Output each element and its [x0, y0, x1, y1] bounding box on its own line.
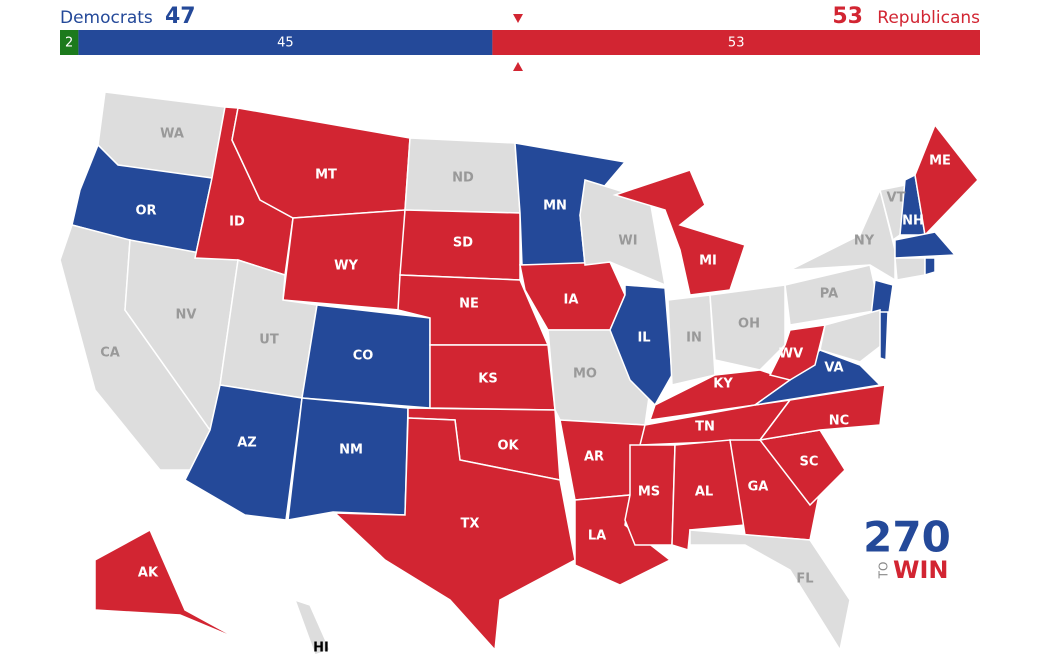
- state-label: VA: [824, 361, 843, 376]
- seat-bar: 2 45 53: [60, 30, 980, 55]
- state-label: MS: [638, 485, 660, 500]
- state-label: ND: [452, 171, 474, 186]
- state-label: WY: [334, 259, 358, 274]
- state-label: IA: [564, 293, 579, 308]
- state-label: AK: [138, 566, 159, 581]
- majority-marker: [513, 14, 523, 23]
- state: [293, 598, 332, 656]
- state-label: WV: [779, 347, 803, 362]
- state-label: HI: [313, 641, 329, 656]
- state-labels: WA OR CA NV ID MT WY UT AZ CO NM ND SD NE KS OK TX MN IA MO…: [100, 127, 951, 656]
- state-label: AL: [695, 485, 713, 500]
- state: [879, 311, 889, 362]
- state-label: CA: [100, 346, 120, 361]
- state: [612, 169, 746, 296]
- state-label: ME: [929, 154, 951, 169]
- state-label: TN: [695, 420, 715, 435]
- state-label: ID: [229, 215, 245, 230]
- state-label: OK: [497, 439, 519, 454]
- bar-segment: [60, 30, 79, 55]
- state-label: FL: [796, 572, 813, 587]
- state-label: NE: [459, 297, 479, 312]
- state: [333, 417, 576, 652]
- bar-label: 45: [277, 36, 294, 51]
- state-label: WI: [618, 234, 637, 249]
- state-label: IL: [637, 331, 650, 346]
- state: [689, 529, 851, 652]
- state: [894, 231, 957, 259]
- bar-segment: [492, 30, 980, 55]
- state: [758, 384, 886, 442]
- state-label: UT: [259, 333, 279, 348]
- state: [894, 257, 926, 281]
- state-label: TX: [461, 517, 480, 532]
- state: [609, 284, 673, 407]
- bar-segment: [78, 30, 493, 55]
- right-party: Republicans: [877, 8, 980, 28]
- state-label: SD: [453, 236, 473, 251]
- state: [819, 309, 883, 363]
- state-label: NH: [902, 214, 924, 229]
- bar-label: 53: [728, 36, 745, 51]
- state: [709, 284, 786, 371]
- logo-number: 270: [863, 513, 951, 562]
- logo-to: TO: [877, 562, 891, 580]
- bar-label: 2: [65, 36, 73, 51]
- state: [94, 528, 241, 641]
- state-label: NV: [176, 308, 197, 323]
- logo-win: WIN: [893, 556, 949, 584]
- state-label: GA: [748, 480, 769, 495]
- state-label: KY: [713, 377, 733, 392]
- state: [914, 123, 979, 237]
- state-label: SC: [800, 455, 819, 470]
- state-label: NY: [854, 234, 875, 249]
- states: [59, 91, 979, 656]
- state-label: PA: [820, 287, 838, 302]
- state-label: NC: [829, 414, 849, 429]
- state: [754, 349, 882, 406]
- state-label: MI: [699, 254, 717, 269]
- state-label: VT: [887, 191, 906, 206]
- state: [768, 324, 826, 381]
- state-label: AZ: [237, 436, 257, 451]
- state-label: OH: [738, 317, 760, 332]
- state-label: MN: [543, 199, 567, 214]
- state-label: AR: [584, 450, 604, 465]
- state: [924, 257, 936, 277]
- left-party: Democrats: [60, 8, 153, 28]
- state-label: OR: [135, 204, 156, 219]
- majority-marker: [513, 62, 523, 71]
- state-label: MO: [573, 367, 597, 382]
- right-total: 53: [832, 4, 863, 29]
- state-label: NM: [339, 443, 363, 458]
- state-label: CO: [353, 349, 374, 364]
- state-label: WA: [160, 127, 184, 142]
- state-label: IN: [686, 331, 702, 346]
- state-label: KS: [478, 372, 497, 387]
- state: [789, 187, 896, 282]
- left-total: 47: [165, 4, 196, 29]
- state-label: LA: [588, 529, 606, 544]
- state: [287, 397, 409, 521]
- state-label: MT: [315, 168, 337, 183]
